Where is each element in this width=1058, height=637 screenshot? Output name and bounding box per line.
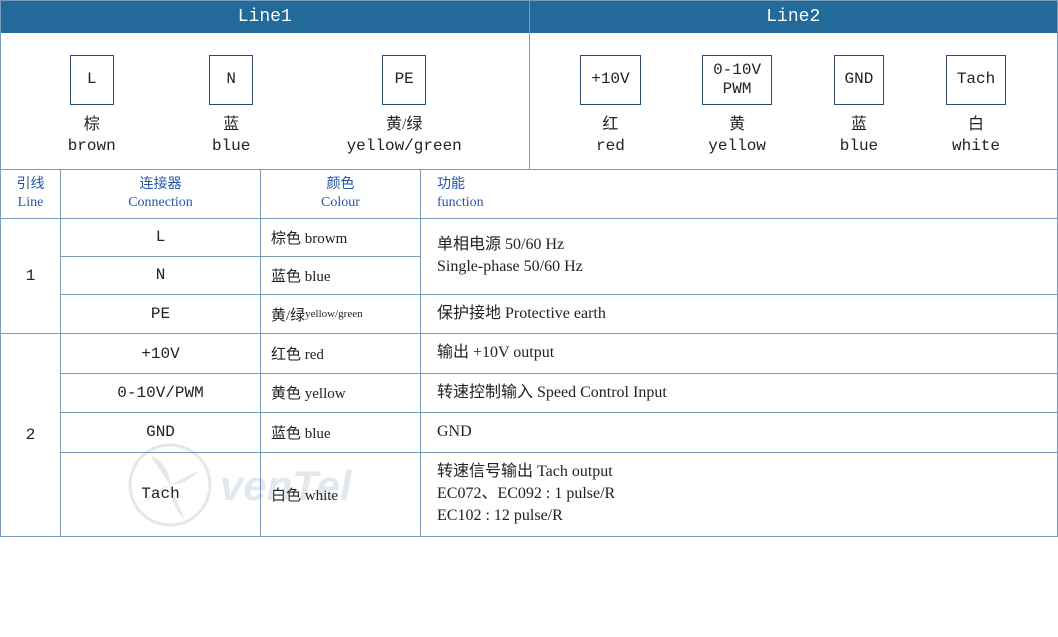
cell-func: 转速信号输出 Tach output EC072、EC092 : 1 pulse… <box>421 453 1057 536</box>
terminal-PE: PE 黄/绿 yellow/green <box>347 55 462 157</box>
terminal-box: L <box>70 55 114 105</box>
spec-group-2: 2 +10V 红色 red 输出 +10V output 0-10V/PWM 黄… <box>1 334 1057 535</box>
cell-colour: 白色 white <box>261 453 421 536</box>
terminal-box: N <box>209 55 253 105</box>
header-line1: Line1 <box>1 1 530 33</box>
terminal-010V-PWM: 0-10V PWM 黄 yellow <box>702 55 772 157</box>
terminal-N: N 蓝 blue <box>209 55 253 157</box>
cell-colour: 黄色 yellow <box>261 374 421 412</box>
terminal-label: 棕 brown <box>68 115 116 157</box>
cell-conn: Tach <box>61 453 261 536</box>
cell-func: GND <box>421 413 1057 451</box>
terminal-box: Tach <box>946 55 1006 105</box>
cell-func: 单相电源 50/60 Hz Single-phase 50/60 Hz <box>421 219 1057 294</box>
spec-body: 1 L 棕色 browm N 蓝色 blue 单相电源 50/60 Hz Sin… <box>1 219 1057 536</box>
terminal-box: 0-10V PWM <box>702 55 772 105</box>
cell-conn: +10V <box>61 334 261 372</box>
spec-header-function: 功能 function <box>421 170 1057 218</box>
table-row: Tach 白色 white 转速信号输出 Tach output EC072、E… <box>61 453 1057 536</box>
spec-rows: +10V 红色 red 输出 +10V output 0-10V/PWM 黄色 … <box>61 334 1057 535</box>
cell-func: 转速控制输入 Speed Control Input <box>421 374 1057 412</box>
cell-conn: GND <box>61 413 261 451</box>
cell-colour: 蓝色 blue <box>261 413 421 451</box>
diagram-line2: +10V 红 red 0-10V PWM 黄 yellow GND 蓝 blue <box>530 33 1058 169</box>
terminal-GND: GND 蓝 blue <box>834 55 885 157</box>
table-row: PE 黄/绿yellow/green 保护接地 Protective earth <box>61 295 1057 333</box>
cell-func: 保护接地 Protective earth <box>421 295 1057 333</box>
cell-colour: 棕色 browm <box>261 219 421 256</box>
cell-conn: N <box>61 257 261 294</box>
table-row: L 棕色 browm <box>61 219 421 257</box>
table-row: +10V 红色 red 输出 +10V output <box>61 334 1057 373</box>
cell-colour: 蓝色 blue <box>261 257 421 294</box>
cell-func: 输出 +10V output <box>421 334 1057 372</box>
cell-colour: 黄/绿yellow/green <box>261 295 421 333</box>
spec-rows: L 棕色 browm N 蓝色 blue 单相电源 50/60 Hz Singl… <box>61 219 1057 333</box>
spec-header-row: 引线 Line 连接器 Connection 颜色 Colour 功能 func… <box>1 170 1057 219</box>
terminal-Tach: Tach 白 white <box>946 55 1006 157</box>
terminal-label: 黄 yellow <box>708 115 766 157</box>
diagram-row: L 棕 brown N 蓝 blue PE 黄/绿 yellow/green <box>1 33 1057 170</box>
terminal-label: 蓝 blue <box>840 115 878 157</box>
wiring-table: Line1 Line2 L 棕 brown N 蓝 blue PE <box>0 0 1058 537</box>
terminal-L: L 棕 brown <box>68 55 116 157</box>
terminal-label: 红 red <box>596 115 625 157</box>
terminal-box: GND <box>834 55 885 105</box>
table-row: 0-10V/PWM 黄色 yellow 转速控制输入 Speed Control… <box>61 374 1057 413</box>
cell-conn: 0-10V/PWM <box>61 374 261 412</box>
terminal-box: PE <box>382 55 426 105</box>
terminal-10V: +10V 红 red <box>580 55 640 157</box>
spec-header-connection: 连接器 Connection <box>61 170 261 218</box>
terminal-label: 黄/绿 yellow/green <box>347 115 462 157</box>
terminal-box: +10V <box>580 55 640 105</box>
cell-colour: 红色 red <box>261 334 421 372</box>
header-row: Line1 Line2 <box>1 1 1057 33</box>
table-row: N 蓝色 blue <box>61 257 421 294</box>
table-row: GND 蓝色 blue GND <box>61 413 1057 452</box>
spec-line-num: 2 <box>1 334 61 535</box>
spec-header-colour: 颜色 Colour <box>261 170 421 218</box>
cell-conn: PE <box>61 295 261 333</box>
diagram-line1: L 棕 brown N 蓝 blue PE 黄/绿 yellow/green <box>1 33 530 169</box>
cell-conn: L <box>61 219 261 256</box>
terminal-label: 蓝 blue <box>212 115 250 157</box>
terminal-label: 白 white <box>952 115 1000 157</box>
spec-group-1: 1 L 棕色 browm N 蓝色 blue 单相电源 50/60 Hz Sin… <box>1 219 1057 334</box>
spec-header-line: 引线 Line <box>1 170 61 218</box>
header-line2: Line2 <box>530 1 1058 33</box>
spec-line-num: 1 <box>1 219 61 333</box>
